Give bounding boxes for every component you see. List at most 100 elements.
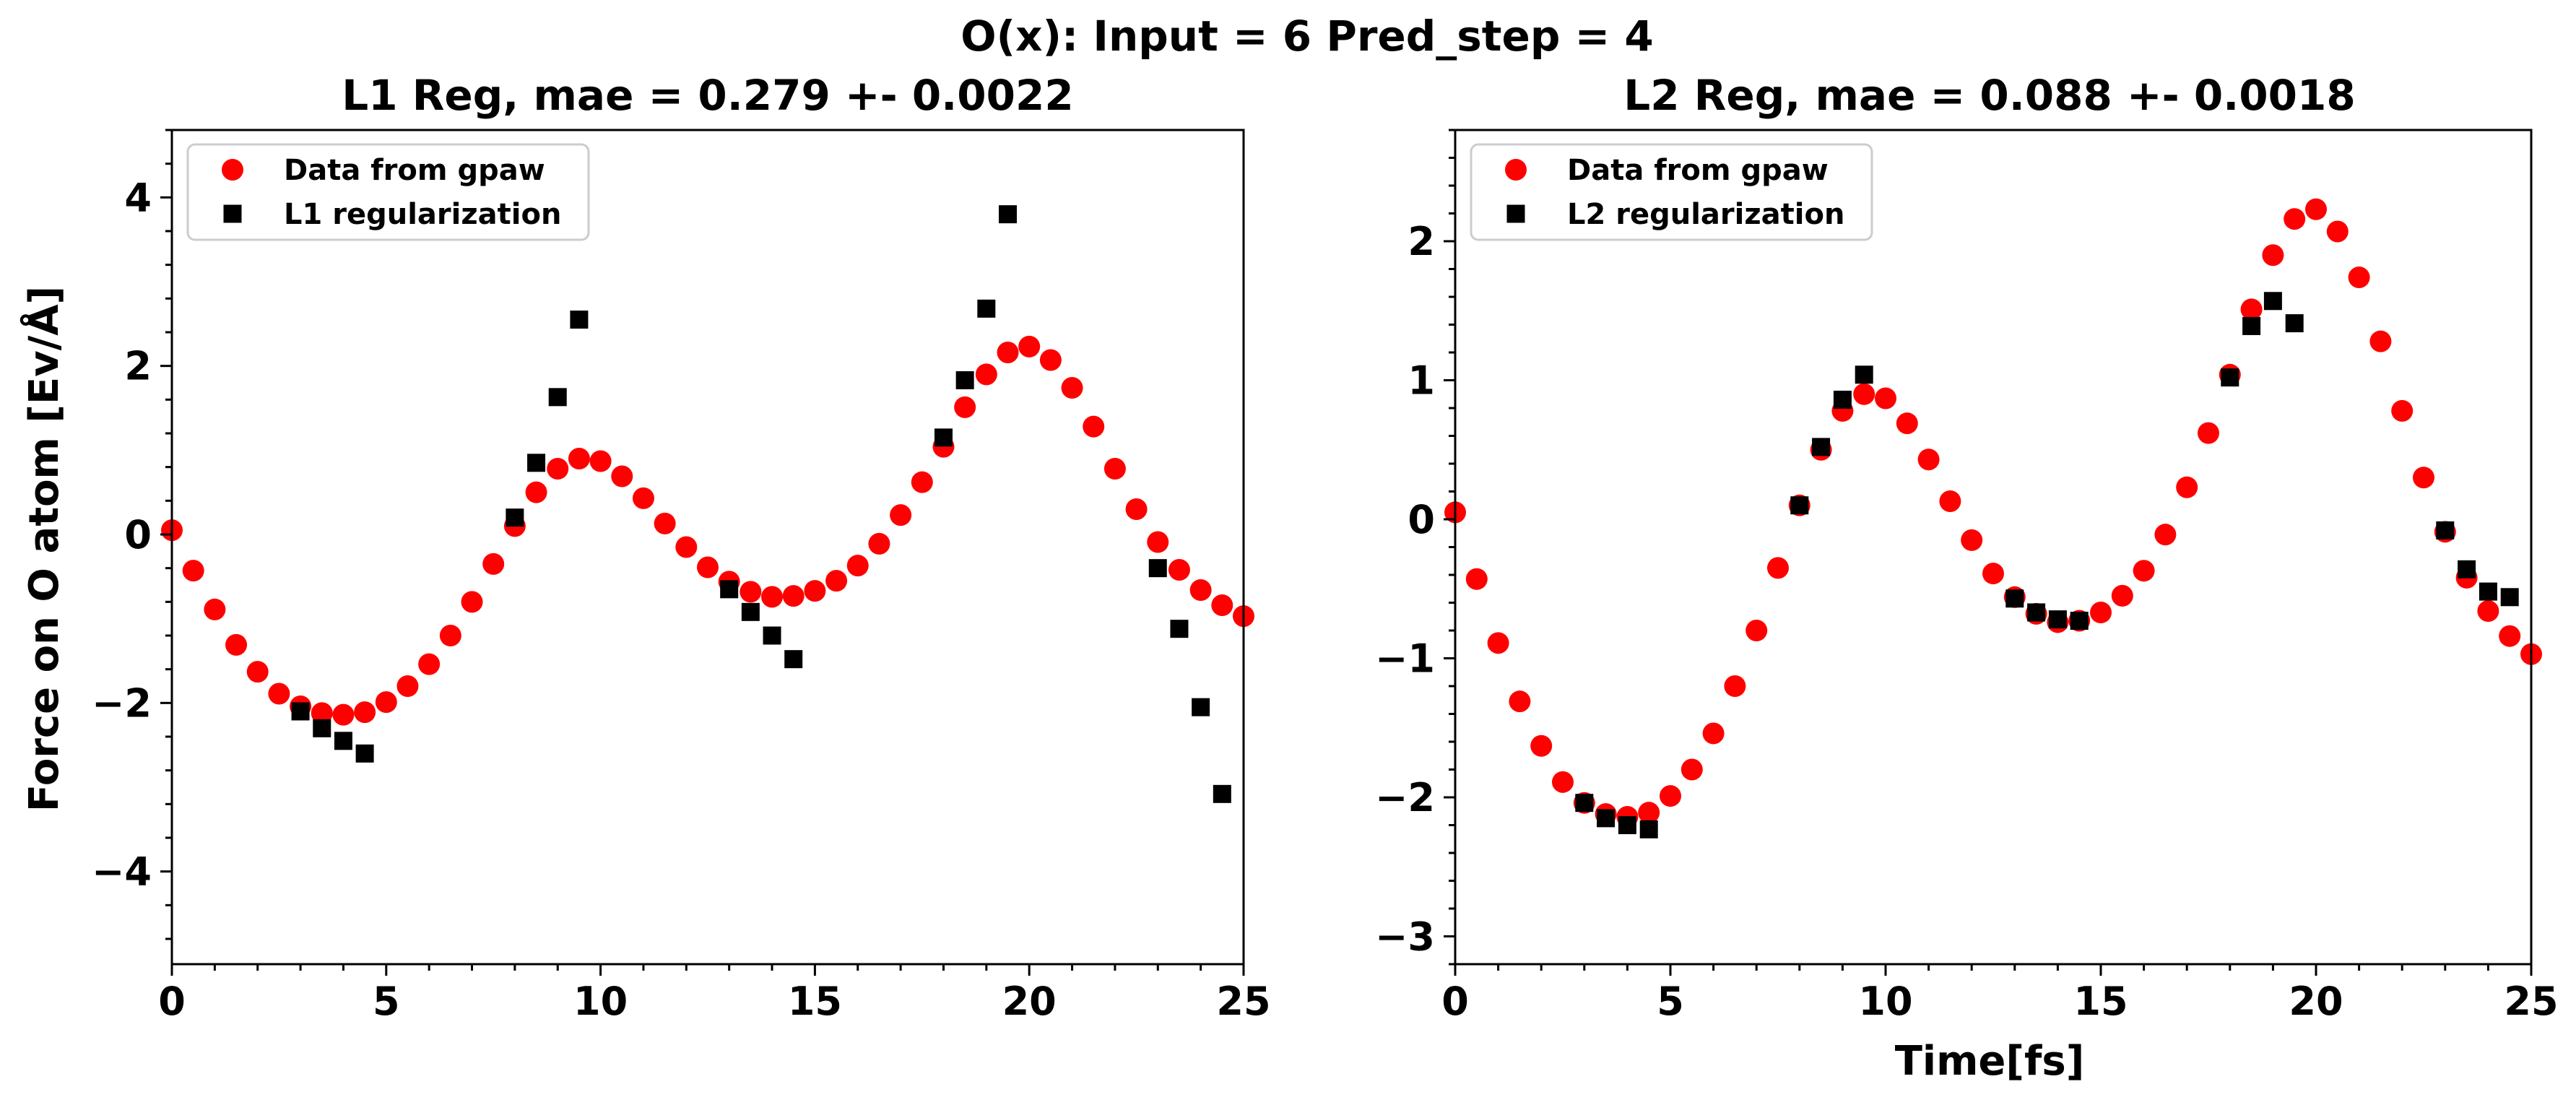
- data-point: [2263, 292, 2282, 311]
- data-point: [182, 560, 204, 582]
- data-point: [697, 556, 719, 578]
- data-point: [1083, 415, 1105, 438]
- figure-suptitle: O(x): Input = 6 Pred_step = 4: [960, 12, 1653, 61]
- data-point: [2005, 589, 2024, 608]
- x-tick-label: 10: [1858, 979, 1912, 1024]
- data-point: [2090, 601, 2112, 623]
- series-data-from-gpaw: [161, 335, 1254, 726]
- data-point: [1103, 458, 1126, 480]
- data-point: [2348, 266, 2370, 289]
- data-point: [1961, 529, 1983, 551]
- data-point: [2369, 330, 2392, 352]
- data-point: [1745, 620, 1768, 641]
- axes-frame: [170, 129, 1245, 966]
- legend: Data from gpaw L2 regularization: [1470, 143, 1873, 241]
- data-point: [2262, 244, 2284, 266]
- data-point: [1170, 620, 1189, 638]
- data-point: [1681, 758, 1703, 781]
- data-point: [589, 450, 612, 472]
- data-point: [568, 448, 590, 469]
- data-point: [2176, 476, 2198, 498]
- data-point: [1855, 365, 1873, 384]
- y-tick-label: −2: [92, 680, 152, 726]
- x-tick-label: 0: [1441, 979, 1469, 1024]
- series-regularization: [291, 205, 1231, 803]
- data-point: [761, 586, 784, 608]
- data-point: [246, 661, 269, 683]
- data-point: [2500, 588, 2519, 607]
- data-point: [741, 602, 760, 621]
- data-point: [2413, 467, 2434, 489]
- data-point: [1125, 498, 1148, 520]
- data-point: [1618, 816, 1636, 834]
- data-point: [1509, 690, 1531, 713]
- data-point: [418, 653, 441, 675]
- data-point: [2242, 316, 2261, 335]
- data-point: [1939, 490, 1961, 512]
- y-tick-label: −4: [92, 849, 152, 895]
- data-point: [1660, 785, 1681, 807]
- data-point: [375, 691, 397, 714]
- legend-box: [1470, 143, 1873, 241]
- data-point: [506, 508, 524, 527]
- data-point: [911, 471, 933, 493]
- data-point: [782, 585, 805, 607]
- chart-title: L2 Reg, mae = 0.088 +- 0.0018: [1623, 71, 2355, 120]
- data-point: [354, 701, 376, 724]
- x-tick-label: 5: [1657, 979, 1684, 1024]
- plot-area: 0 5 10 15 20 25 −3 −2 −1 0 1 2 Data from gpaw L2 regu…: [1375, 129, 2559, 1024]
- data-point: [784, 650, 803, 669]
- data-point: [2285, 314, 2304, 333]
- data-point: [720, 580, 739, 599]
- data-point: [355, 744, 374, 763]
- data-point: [2070, 612, 2089, 630]
- data-point: [334, 732, 352, 750]
- data-point: [997, 342, 1019, 363]
- data-point: [977, 299, 996, 318]
- data-point: [954, 396, 976, 418]
- data-point: [2198, 422, 2219, 444]
- data-point: [2479, 582, 2497, 601]
- data-point: [1465, 568, 1488, 590]
- data-point: [934, 428, 953, 447]
- data-point: [2048, 610, 2067, 629]
- data-point: [1213, 784, 1231, 803]
- data-point: [2477, 600, 2499, 623]
- data-point: [675, 536, 698, 558]
- x-tick-label: 20: [1002, 979, 1057, 1024]
- y-tick-label: −2: [1375, 775, 1435, 820]
- data-point: [2027, 603, 2046, 622]
- data-point: [291, 702, 310, 721]
- data-point: [268, 682, 290, 705]
- data-point: [1875, 387, 1896, 410]
- y-tick-label: 1: [1408, 358, 1435, 404]
- x-axis-label: Time[fs]: [1895, 1038, 2085, 1085]
- data-point: [1812, 438, 1831, 456]
- data-point: [1790, 496, 1809, 515]
- y-tick-label: −1: [1375, 636, 1435, 682]
- axes-frame: [1454, 129, 2533, 966]
- data-point: [527, 454, 546, 472]
- data-point: [1982, 563, 2004, 585]
- data-point: [1018, 335, 1041, 358]
- data-point: [204, 598, 226, 620]
- data-point: [740, 581, 762, 603]
- data-point: [890, 504, 912, 526]
- data-point: [2221, 368, 2239, 387]
- data-point: [2111, 584, 2133, 607]
- data-point: [1192, 698, 1210, 716]
- data-point: [1487, 632, 1509, 654]
- data-point: [1061, 377, 1083, 399]
- data-point: [2499, 625, 2521, 647]
- data-point: [654, 512, 676, 534]
- y-tick-label: 2: [124, 344, 152, 389]
- data-point: [1189, 579, 1212, 601]
- legend-marker: [1505, 159, 1527, 181]
- legend-label: L1 regularization: [284, 198, 561, 231]
- data-point: [846, 555, 869, 577]
- data-point: [1724, 675, 1746, 697]
- data-point: [2154, 524, 2177, 546]
- x-tick-label: 25: [2504, 979, 2558, 1024]
- data-point: [2133, 560, 2155, 582]
